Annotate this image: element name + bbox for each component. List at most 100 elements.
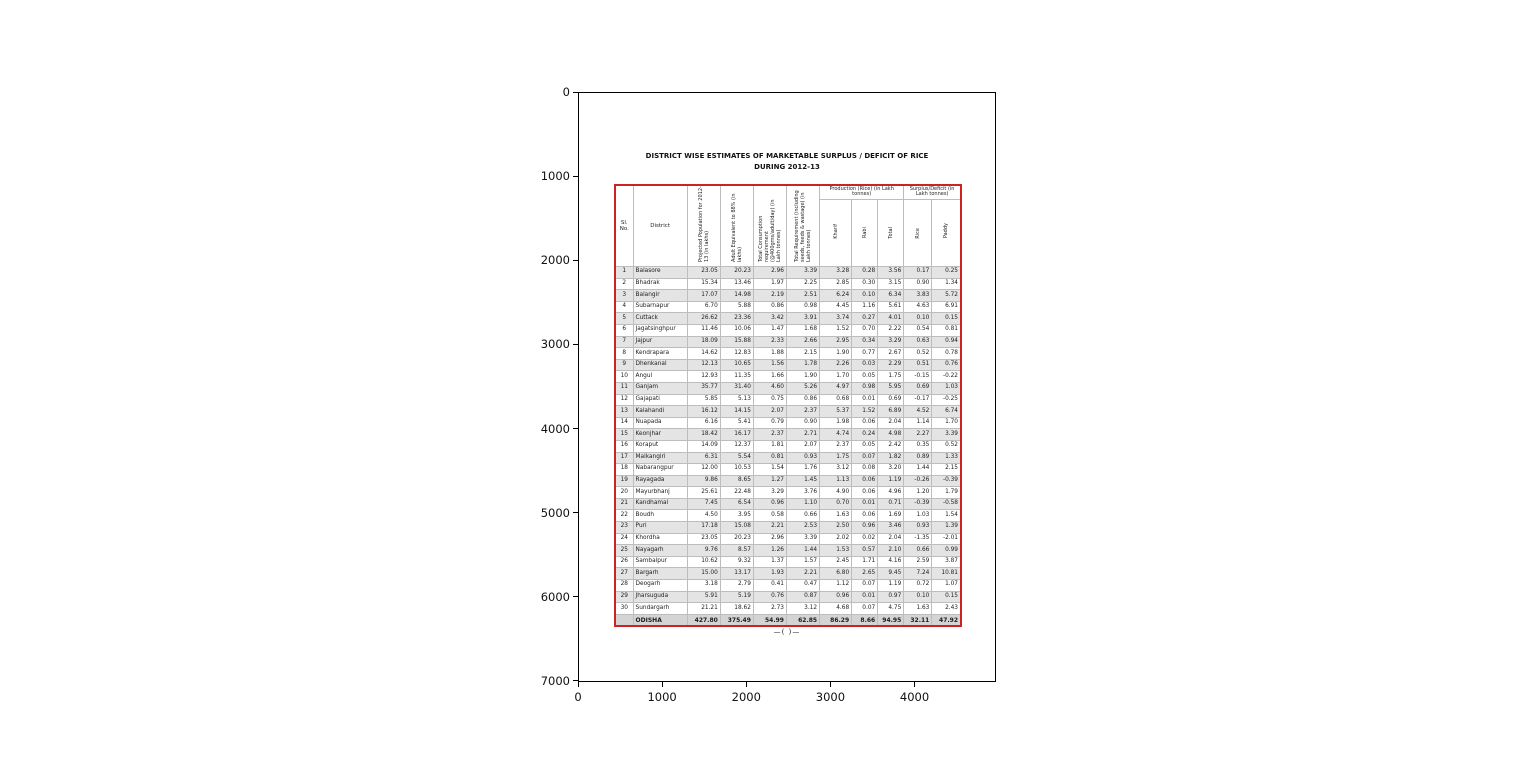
cell-value: 0.69 [877,393,905,407]
col-header-paddy: Paddy [931,198,962,268]
cell-value: 2.21 [785,567,821,581]
cell-value: 0.99 [931,544,962,557]
cell-value: 12.83 [719,347,754,360]
cell-value: 0.89 [903,451,933,465]
cell-value: 4.68 [819,602,853,615]
cell-value: 427.80 [686,613,721,627]
col-header-requirement-label: Total Requirement (including seeds, feed… [794,190,813,262]
cell-value: 10.06 [719,323,754,337]
col-header-adult-equivalent: Adult Equivalent to 88% (in lakhs) [719,184,754,267]
table-row: 5 Cuttack 26.62 23.36 3.42 3.91 3.74 0.27 4.01 0.… [614,312,962,325]
table-row: 28 Deogarh 3.18 2.79 0.41 0.47 1.12 0.07 1.19 0.7… [614,579,962,592]
cell-district: Dhenkanal [632,358,688,372]
cell-value: 2.07 [752,405,787,418]
cell-value: -0.22 [931,370,962,383]
col-header-requirement: Total Requirement (including seeds, feed… [785,184,821,267]
cell-value: 0.98 [851,381,879,395]
cell-district: Jharsuguda [632,590,688,604]
cell-value: 3.12 [819,463,853,476]
cell-value: 15.08 [719,521,754,534]
y-tick-mark [573,259,578,261]
cell-value: 1.81 [752,439,787,453]
table-row: 12 Gajapati 5.85 5.13 0.75 0.86 0.68 0.01 0.69 -0… [614,393,962,407]
cell-sl-no: 23 [614,521,634,534]
cell-value: 2.26 [819,358,853,372]
cell-value: 1.16 [851,300,879,314]
cell-value: 4.98 [877,428,905,441]
col-header-population: Projected Population for 2012-13 (in lak… [686,184,721,267]
cell-value: 0.81 [752,451,787,465]
cell-value: 0.90 [903,277,933,291]
cell-value: 0.17 [903,266,933,279]
cell-district: Mayurbhanj [632,486,688,499]
cell-value: 5.26 [785,381,821,395]
cell-sl-no: 12 [614,393,634,407]
cell-sl-no: 18 [614,463,634,476]
cell-value: 9.45 [877,567,905,581]
y-tick-mark [573,428,578,430]
col-group-production: Production (Rice) (in Lakh tonnes) [819,184,905,200]
cell-value: 1.27 [752,474,787,488]
cell-value: 0.41 [752,579,787,592]
cell-value: 2.79 [719,579,754,592]
cell-value: 5.72 [931,289,962,302]
cell-value: 6.91 [931,300,962,314]
cell-value: 0.93 [785,451,821,465]
cell-value: 0.63 [903,335,933,349]
cell-value: 2.15 [931,463,962,476]
cell-district: Jagatsinghpur [632,323,688,337]
cell-value: 2.96 [752,266,787,279]
cell-value: 23.36 [719,312,754,325]
x-tick-label: 4000 [899,690,930,704]
cell-value: 0.86 [785,393,821,407]
cell-sl-no: 27 [614,567,634,581]
y-tick-label: 2000 [540,253,570,268]
col-header-rabi-label: Rabi [861,227,868,239]
table-row: 24 Khordha 23.05 20.23 2.96 3.39 2.02 0.02 2.04-… [614,532,962,546]
cell-district: ODISHA [632,613,688,627]
table-row: 7 Jajpur 18.09 15.88 2.33 2.66 2.95 0.34 3.29 0.6… [614,335,962,349]
cell-value: 0.52 [903,347,933,360]
cell-value: 0.54 [903,323,933,337]
cell-sl-no: 11 [614,381,634,395]
cell-value: 0.10 [851,289,879,302]
cell-value: 32.11 [903,613,933,627]
cell-value: 18.62 [719,602,754,615]
cell-district: Khordha [632,532,688,546]
cell-value: 0.68 [819,393,853,407]
cell-value: 14.09 [686,439,721,453]
cell-value: 3.91 [785,312,821,325]
cell-value: 25.61 [686,486,721,499]
col-header-consumption: Total Consumption requirement (@400gms/a… [752,184,787,267]
cell-value: 5.19 [719,590,754,604]
cell-value: 2.37 [785,405,821,418]
cell-value: -0.26 [903,474,933,488]
cell-value: 5.91 [686,590,721,604]
table-body: 1 Balasore 23.05 20.23 2.96 3.39 3.28 0.28 3.56 0… [614,266,962,627]
y-tick-label: 4000 [540,421,570,436]
table-row: 8 Kendrapara 14.62 12.83 1.88 2.15 1.90 0.77 2.6… [614,347,962,360]
cell-value: 1.20 [903,486,933,499]
cell-value: 0.70 [851,323,879,337]
cell-value: 0.90 [785,416,821,430]
cell-value: 3.12 [785,602,821,615]
cell-value: 2.37 [752,428,787,441]
cell-value: 0.98 [785,300,821,314]
cell-value: 1.97 [752,277,787,291]
cell-value: 0.66 [785,509,821,523]
cell-value: 2.73 [752,602,787,615]
cell-value: 4.52 [903,405,933,418]
cell-value: 6.70 [686,300,721,314]
cell-value: 0.79 [752,416,787,430]
cell-value: 4.75 [877,602,905,615]
cell-value: 22.48 [719,486,754,499]
cell-value: 1.07 [931,579,962,592]
cell-sl-no: 29 [614,590,634,604]
col-header-total-label: Total [887,226,894,239]
cell-district: Cuttack [632,312,688,325]
cell-value: 2.71 [785,428,821,441]
page-number-mark: —( )— [773,628,801,636]
cell-value: 2.59 [903,555,933,569]
cell-value: 1.70 [819,370,853,383]
cell-value: 15.34 [686,277,721,291]
